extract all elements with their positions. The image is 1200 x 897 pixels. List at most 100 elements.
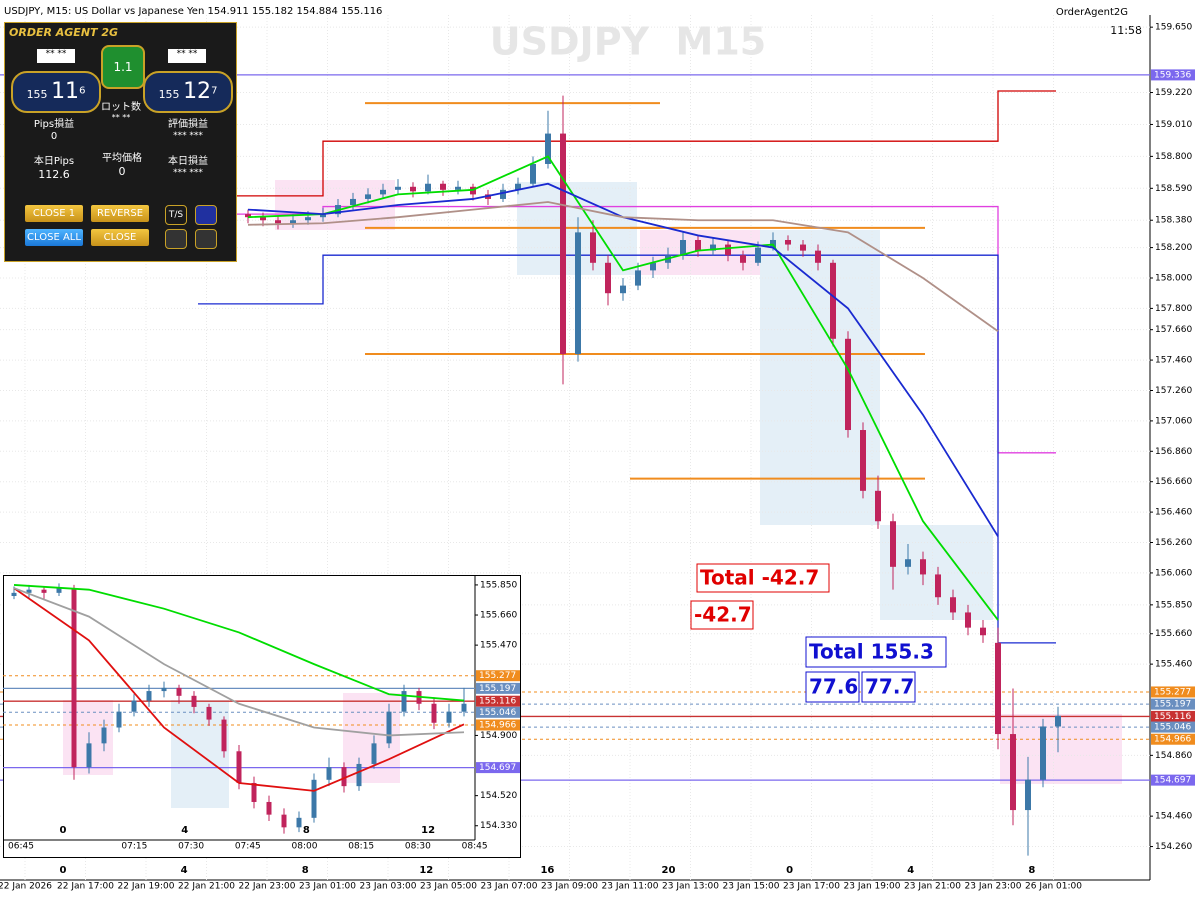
x-tick-label: 08:30 <box>405 842 431 852</box>
today-pl-label: 本日損益 <box>168 156 208 167</box>
y-tick-label: 158.200 <box>1155 243 1192 253</box>
candle-body <box>680 239 686 256</box>
annotation: Total 155.3 <box>809 640 934 664</box>
candle-body <box>980 627 986 636</box>
bid-big: 155 <box>26 88 48 101</box>
candle-body <box>236 751 242 783</box>
candle-body <box>290 220 296 224</box>
bid-mid: 11 <box>51 79 80 104</box>
step-line <box>198 90 1056 197</box>
candle-body <box>395 186 401 190</box>
ask-button[interactable]: 155 127 <box>143 71 233 113</box>
y-tick-label: 154.520 <box>480 791 517 801</box>
eval-value: *** *** <box>173 131 203 141</box>
close-button[interactable]: CLOSE <box>91 229 149 246</box>
candle-body <box>935 574 941 598</box>
price-level-label: 159.336 <box>1154 70 1191 80</box>
candle-body <box>206 706 212 720</box>
y-tick-label: 155.470 <box>480 641 517 651</box>
price-level-label: 155.116 <box>479 697 516 707</box>
price-level-label: 155.277 <box>479 671 516 681</box>
zone <box>640 230 760 275</box>
y-tick-label: 154.900 <box>480 731 517 741</box>
candle-body <box>251 782 257 802</box>
candle-body <box>221 719 227 752</box>
candle-body <box>875 490 881 522</box>
price-level-label: 155.277 <box>1154 687 1191 697</box>
hour-mark: 4 <box>181 825 188 836</box>
indicator-line <box>247 201 999 332</box>
price-level-tag <box>1151 710 1195 722</box>
clock: 11:58 <box>1110 24 1142 37</box>
candle-body <box>950 597 956 613</box>
candle-body <box>590 232 596 263</box>
watermark: USDJPY M15 <box>490 20 766 64</box>
grid-button[interactable] <box>165 229 187 249</box>
x-tick-label: 23 Jan 03:00 <box>360 882 417 892</box>
x-tick-label: 23 Jan 09:00 <box>541 882 598 892</box>
ask-small: 7 <box>211 85 218 97</box>
x-tick-label: 23 Jan 01:00 <box>299 882 356 892</box>
candle-body <box>710 244 716 251</box>
candle-body <box>401 691 407 712</box>
y-tick-label: 157.060 <box>1155 416 1192 426</box>
candle-body <box>800 244 806 251</box>
y-tick-label: 159.220 <box>1155 88 1192 98</box>
x-tick-label: 22 Jan 19:00 <box>118 882 175 892</box>
lot-value[interactable]: 1.1 <box>101 45 145 89</box>
annotation: 77.7 <box>865 675 914 699</box>
y-tick-label: 158.800 <box>1155 152 1192 162</box>
panel-title: ORDER AGENT 2G <box>9 26 119 39</box>
ts-button[interactable]: T/S <box>165 205 187 225</box>
lot-left: ** ** <box>37 49 75 63</box>
y-tick-label: 156.260 <box>1155 538 1192 548</box>
x-tick-label: 22 Jan 21:00 <box>178 882 235 892</box>
hour-mark: 12 <box>419 865 433 876</box>
price-level-label: 155.197 <box>479 684 516 694</box>
close-all-button[interactable]: CLOSE ALL <box>25 229 83 246</box>
price-level-label: 154.697 <box>1154 776 1191 786</box>
price-level-tag <box>476 670 520 682</box>
order-panel: ORDER AGENT 2G ** ** 1.1 ** ** 155 116 1… <box>4 22 237 262</box>
trash-button[interactable] <box>195 229 217 249</box>
bid-button[interactable]: 155 116 <box>11 71 101 113</box>
x-tick-label: 23 Jan 19:00 <box>844 882 901 892</box>
candle-body <box>740 255 746 263</box>
hour-mark: 4 <box>907 865 914 876</box>
y-tick-label: 157.460 <box>1155 356 1192 366</box>
lot-sub: ** ** <box>111 113 131 122</box>
x-tick-label: 23 Jan 21:00 <box>904 882 961 892</box>
y-tick-label: 158.590 <box>1155 184 1192 194</box>
candle-body <box>545 133 551 164</box>
reverse-button[interactable]: REVERSE <box>91 205 149 222</box>
chart-button[interactable] <box>195 205 217 225</box>
y-tick-label: 158.000 <box>1155 273 1192 283</box>
price-level-label: 155.197 <box>1154 700 1191 710</box>
candle-body <box>785 239 791 245</box>
candle-body <box>815 250 821 263</box>
candle-body <box>350 198 356 206</box>
candle-body <box>446 711 452 723</box>
candle-body <box>371 743 377 764</box>
close-1-button[interactable]: CLOSE 1 <box>25 205 83 222</box>
x-tick-label: 22 Jan 2026 <box>0 882 52 892</box>
today-pips-value: 112.6 <box>38 168 70 181</box>
annotation: -42.7 <box>694 603 752 627</box>
candle-body <box>326 767 332 780</box>
hour-mark: 0 <box>60 865 67 876</box>
candle-body <box>176 687 182 696</box>
candle-body <box>890 521 896 567</box>
y-tick-label: 157.260 <box>1155 386 1192 396</box>
price-level-tag <box>476 762 520 774</box>
candle-body <box>341 767 347 787</box>
candle-body <box>605 262 611 294</box>
hour-mark: 4 <box>181 865 188 876</box>
y-tick-label: 155.660 <box>1155 629 1192 639</box>
y-tick-label: 155.460 <box>1155 660 1192 670</box>
today-pips-label: 本日Pips <box>33 156 75 167</box>
hour-mark: 8 <box>303 825 310 836</box>
y-tick-label: 156.660 <box>1155 477 1192 487</box>
candle-body <box>116 711 122 728</box>
price-level-label: 155.046 <box>1154 723 1191 733</box>
